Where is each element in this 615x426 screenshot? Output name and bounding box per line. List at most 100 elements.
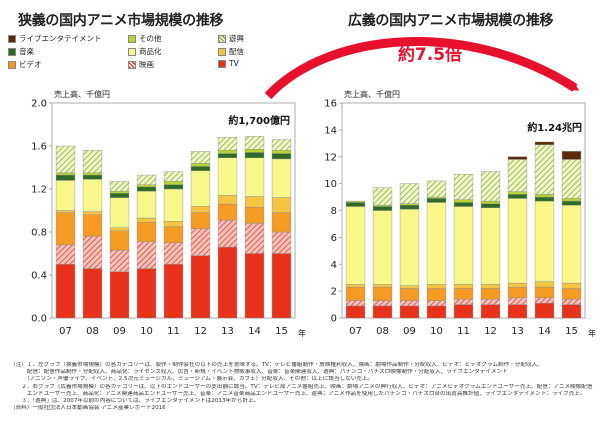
right-stacked-bar-chart: 0 2 4 6 8 10 12 14 16 売上高、千億円 07 08 09 10 11 12 13 14 15 年 約… — [324, 89, 596, 338]
bar-segment — [190, 151, 211, 164]
bar-segment — [507, 282, 528, 288]
y-tick-label: 0.0 — [31, 314, 47, 325]
bar-segment — [507, 156, 528, 160]
y-tick-label: 1.2 — [31, 185, 47, 196]
bar-segment — [480, 203, 501, 209]
legend-item: TV — [218, 59, 239, 68]
bar-segment — [507, 194, 528, 199]
legend-swatch-streaming — [218, 47, 226, 56]
y-tick-label: 16 — [324, 99, 337, 110]
bar-segment — [163, 184, 184, 190]
bar-segment — [217, 137, 238, 151]
bar-segment — [109, 193, 130, 198]
bar-segment — [82, 179, 103, 212]
note-line: エンドユーザー売上、商品化：アニメ関連商品エンドユーザー売上、音楽：アニメ音楽商… — [10, 390, 586, 397]
y-tick-label: 0 — [331, 314, 337, 325]
right-chart-title: 広義の国内アニメ市場規模の推移 — [348, 13, 554, 29]
bar-segment — [372, 206, 393, 211]
bar-segment — [163, 264, 184, 319]
bar-segment — [345, 286, 366, 301]
bar-segment — [109, 271, 130, 319]
legend-swatch-merch — [128, 47, 136, 56]
bar-segment — [271, 158, 292, 198]
bar-segment — [372, 204, 393, 207]
bar-segment — [244, 253, 265, 319]
bar-segment — [372, 284, 393, 288]
x-tick-label: 12 — [194, 326, 207, 337]
bar-segment — [345, 300, 366, 307]
bar-segment — [399, 305, 420, 319]
bar-segment — [244, 149, 265, 153]
bar-segment — [55, 180, 76, 211]
bar-segment — [244, 136, 265, 150]
bar-segment — [136, 217, 157, 223]
bar-segment — [561, 200, 582, 206]
bar-segment — [55, 244, 76, 265]
x-tick-label: 10 — [140, 326, 153, 337]
x-unit-label: 年 — [298, 328, 306, 338]
bar-segment — [217, 157, 238, 196]
bar-segment — [163, 181, 184, 185]
bar-segment — [480, 304, 501, 319]
bar-segment — [217, 219, 238, 248]
bar-segment — [534, 141, 555, 145]
bar-segment — [109, 181, 130, 192]
bar-segment — [534, 281, 555, 288]
total-annotation: 約1,700億円 — [228, 114, 290, 127]
legend-item: その他 — [128, 33, 162, 44]
bar-segment — [244, 223, 265, 254]
x-tick-label: 10 — [430, 326, 443, 337]
x-tick-label: 13 — [511, 326, 524, 337]
bar-segment — [163, 226, 184, 243]
y-axis-label: 売上高、千億円 — [54, 89, 110, 99]
bar-segment — [453, 304, 474, 319]
bar-segment — [426, 196, 447, 199]
bar-segment — [271, 197, 292, 213]
bar-segment — [399, 300, 420, 307]
legend-item: 遊興 — [218, 33, 244, 44]
bar-segment — [426, 180, 447, 198]
x-unit-label: 年 — [588, 328, 596, 338]
x-tick-label: 14 — [248, 326, 261, 337]
bar-segment — [190, 255, 211, 319]
x-tick-label: 07 — [349, 326, 362, 337]
bar-segment — [244, 152, 265, 159]
bar-segment — [507, 286, 528, 299]
bar-segment — [372, 210, 393, 285]
bar-segment — [561, 198, 582, 202]
note-line: （アニソン・声優ライブ、イベント、2.5次元ミュージカル、ミュージアム・展示会、… — [10, 376, 374, 383]
bar-segment — [399, 288, 420, 301]
bar-segment — [453, 288, 474, 300]
bar-segment — [217, 203, 238, 221]
bar-segment — [271, 212, 292, 233]
note-line: ３．「遊興」は、2007年以前の内容については、ライブエンタテイメントは2013… — [10, 398, 260, 405]
legend-item: 配信 — [218, 46, 244, 57]
x-tick-label: 12 — [484, 326, 497, 337]
note-line: （注）１．左グラフ（狭義市場規模）の各カテゴリーは、製作・制作会社の以下の売上を… — [10, 362, 543, 368]
bar-segment — [109, 190, 130, 194]
bar-segment — [136, 174, 157, 185]
bar-segment — [480, 200, 501, 204]
legend-swatch-amusement — [218, 34, 226, 43]
bar-segment — [55, 210, 76, 213]
bar-segment — [217, 246, 238, 319]
legend-swatch-other — [128, 34, 136, 43]
bar-segment — [190, 170, 211, 207]
bar-segment — [55, 264, 76, 319]
bar-segment — [82, 214, 103, 237]
bar-segment — [480, 171, 501, 202]
y-tick-label: 2 — [331, 287, 337, 298]
bar-segment — [480, 288, 501, 300]
bar-segment — [345, 284, 366, 288]
y-tick-label: 14 — [324, 125, 337, 136]
x-tick-label: 08 — [376, 326, 389, 337]
bar-segment — [271, 150, 292, 154]
y-tick-label: 8 — [331, 206, 337, 217]
legend-item: 商品化 — [128, 46, 162, 57]
bar-segment — [372, 300, 393, 307]
bar-segment — [453, 206, 474, 285]
y-tick-label: 2.0 — [31, 99, 47, 110]
y-axis-label: 売上高、千億円 — [344, 89, 400, 99]
bar-segment — [345, 206, 366, 285]
bar-segment — [271, 253, 292, 319]
